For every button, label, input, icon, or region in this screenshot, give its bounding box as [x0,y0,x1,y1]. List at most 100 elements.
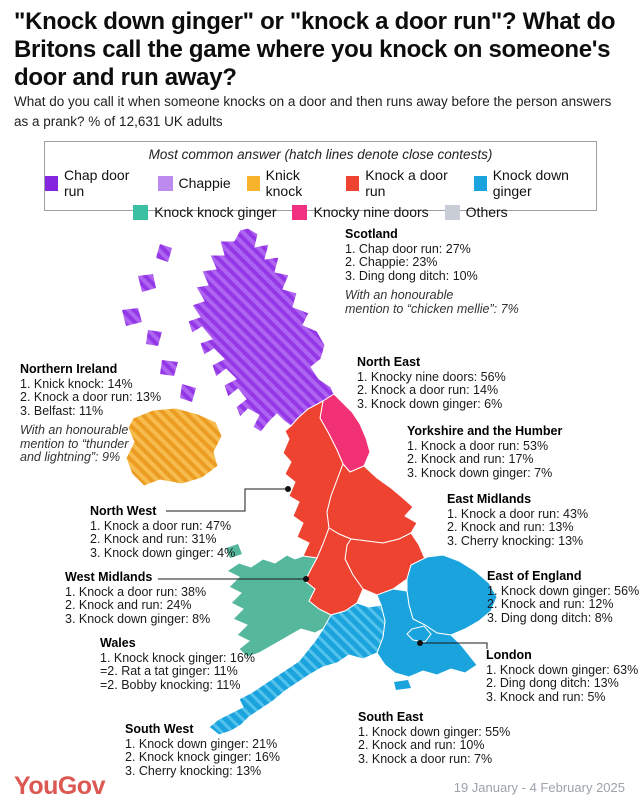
region-title: Northern Ireland [20,362,118,376]
dot-north-west [285,486,291,492]
color-swatch [133,204,149,220]
legend-item-knock-knock-ginger: Knock knock ginger [133,204,276,220]
yougov-logo: YouGov [14,772,105,800]
region-stat-line: 2. Ding dong ditch: 13% [486,676,619,690]
region-stat-line: =2. Rat a tat ginger: 11% [100,664,238,678]
color-swatch [346,175,360,191]
region-title: East of England [487,569,582,583]
map-region-london [406,625,432,643]
region-stat-line: 1. Knock down ginger: 63% [486,662,639,677]
region-title: North East [357,355,421,369]
region-stat-line: 3. Cherry knocking: 13% [125,763,262,778]
region-title: Wales [100,636,136,650]
region-stat-line: 3. Ding dong ditch: 10% [345,268,478,283]
region-stat-line: =2. Bobby knocking: 11% [100,677,241,692]
map-region-scotland [187,227,335,433]
legend-item-chappie: Chappie [157,175,231,191]
region-note: With an honourable mention to “thunder a… [20,423,129,464]
map-anglesey [226,544,242,558]
region-label-east-of-england: East of England 1. Knock down ginger: 56… [487,569,640,625]
region-title: Scotland [345,227,398,241]
region-stat-line: 1. Knock down ginger: 56% [487,583,640,598]
region-stat-line: 1. Knock a door run: 47% [90,518,232,533]
legend-item-knocky-nine-doors: Knocky nine doors [292,204,429,220]
region-label-north-east: North East 1. Knocky nine doors: 56% 2. … [357,355,506,411]
region-title: London [486,648,532,662]
color-swatch [45,175,58,191]
region-stat-line: 2. Knock a door run: 13% [20,390,162,404]
region-stat-line: 2. Chappie: 23% [345,255,438,269]
region-stat-line: 2. Knock knock ginger: 16% [125,750,280,764]
legend-item-knick-knock: Knick knock [246,167,331,199]
region-stat-line: 3. Knock down ginger: 8% [65,611,211,626]
region-stat-line: 2. Knock a door run: 14% [357,383,499,397]
connector-london [423,642,488,649]
legend-item-knock-a-door-run: Knock a door run [346,167,457,199]
region-label-south-west: South West 1. Knock down ginger: 21% 2. … [125,722,280,778]
region-title: West Midlands [65,570,153,584]
legend-item-knock-down-ginger: Knock down ginger [473,167,596,199]
legend-row-2: Knock knock ginger Knocky nine doors Oth… [45,204,596,220]
connector-dots [285,486,423,646]
region-stat-line: 3. Ding dong ditch: 8% [487,610,613,625]
region-stat-line: 2. Knock and run: 24% [65,598,192,612]
map-scotland-islands [122,244,196,402]
color-swatch [473,175,487,191]
map-region-south-west [208,602,386,736]
color-swatch [246,175,260,191]
uk-map-svg [122,227,498,736]
region-stat-line: 3. Belfast: 11% [20,403,104,418]
region-stat-line: 1. Chap door run: 27% [345,241,471,256]
map-isle-of-wight [394,680,411,690]
uk-map [98,226,503,776]
region-stat-line: 1. Knocky nine doors: 56% [357,369,506,384]
region-stat-line: 1. Knick knock: 14% [20,376,133,391]
legend-item-others: Others [444,204,508,220]
region-label-south-east: South East 1. Knock down ginger: 55% 2. … [358,710,511,766]
region-label-london: London 1. Knock down ginger: 63% 2. Ding… [486,648,639,704]
map-region-yorkshire [326,463,418,544]
page-title: "Knock down ginger" or "knock a door run… [14,8,616,91]
map-region-northern-ireland [125,407,223,487]
color-swatch [292,204,308,220]
region-label-northern-ireland: Northern Ireland 1. Knick knock: 14% 2. … [20,362,162,465]
region-title: East Midlands [447,492,532,506]
region-stat-line: 2. Knock and run: 17% [407,452,534,466]
dot-west-midlands [303,576,309,582]
region-title: South East [358,710,424,724]
connector-north-west [166,488,286,512]
legend-heading: Most common answer (hatch lines denote c… [148,147,493,162]
legend-row-1: Chap door run Chappie Knick knock Knock … [45,167,596,199]
color-swatch [444,204,460,220]
region-stat-line: 1. Knock knock ginger: 16% [100,650,255,665]
dot-london [417,640,423,646]
region-stat-line: 1. Knock down ginger: 21% [125,736,278,751]
region-stat-line: 3. Knock down ginger: 6% [357,396,503,411]
region-label-east-midlands: East Midlands 1. Knock a door run: 43% 2… [447,492,589,548]
region-title: South West [125,722,194,736]
legend-box: Most common answer (hatch lines denote c… [44,141,597,220]
region-label-scotland: Scotland 1. Chap door run: 27% 2. Chappi… [345,227,519,316]
region-stat-line: 3. Knock and run: 5% [486,689,606,704]
region-stat-line: 1. Knock down ginger: 55% [358,724,511,739]
page-subtitle: What do you call it when someone knocks … [14,94,612,129]
region-stat-line: 2. Knock and run: 31% [90,532,217,546]
region-stat-line: 1. Knock a door run: 43% [447,506,589,521]
region-stat-line: 3. Cherry knocking: 13% [447,533,584,548]
fieldwork-dates: 19 January - 4 February 2025 [453,780,625,795]
region-label-wales: Wales 1. Knock knock ginger: 16% =2. Rat… [100,636,255,692]
region-label-north-west: North West 1. Knock a door run: 47% 2. K… [90,504,236,560]
region-stat-line: 2. Knock and run: 12% [487,597,614,611]
connector-lines [158,488,488,649]
region-stat-line: 3. Knock down ginger: 4% [90,545,236,560]
region-label-yorkshire: Yorkshire and the Humber 1. Knock a door… [407,424,563,480]
region-title: North West [90,504,157,518]
legend-item-chap-door-run: Chap door run [45,167,142,199]
region-stat-line: 1. Knock a door run: 38% [65,584,207,599]
region-stat-line: 1. Knock a door run: 53% [407,438,549,453]
region-title: Yorkshire and the Humber [407,424,563,438]
region-note: With an honourable mention to “chicken m… [345,288,519,316]
region-stat-line: 3. Knock down ginger: 7% [407,465,553,480]
region-stat-line: 2. Knock and run: 13% [447,520,574,534]
